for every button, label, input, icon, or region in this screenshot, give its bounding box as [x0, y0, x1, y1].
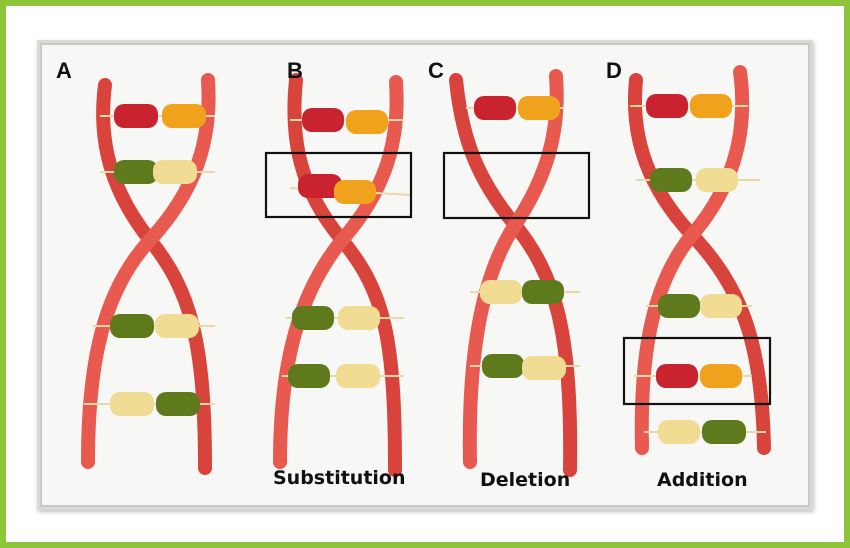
caption-addition: Addition: [657, 469, 748, 491]
caption-substitution: Substitution: [273, 467, 406, 489]
base-pair: [466, 96, 564, 120]
panel-letter-c: C: [428, 58, 444, 83]
base-pair: [100, 160, 215, 184]
panel-letter-d: D: [606, 58, 622, 83]
base-pair: [282, 364, 404, 388]
base-pair: [470, 280, 580, 304]
mutation-highlight-box: [442, 151, 591, 220]
panel-letter-b: B: [287, 58, 303, 83]
base-pair: [634, 364, 752, 388]
dna-model-a: [81, 73, 216, 475]
base-pair: [92, 314, 215, 338]
base-pair: [630, 94, 748, 118]
panel-letter-a: A: [56, 58, 72, 83]
base-pair: [290, 108, 404, 134]
dna-model-b: [264, 73, 413, 477]
base-pair: [289, 174, 411, 204]
base-pair: [644, 420, 766, 444]
dna-model-d: [622, 65, 772, 455]
base-pair: [646, 294, 752, 318]
dna-model-c: [442, 69, 591, 477]
caption-deletion: Deletion: [480, 469, 571, 491]
mutation-highlight-box: [264, 151, 413, 219]
base-pair: [286, 306, 404, 330]
base-pair: [84, 392, 215, 416]
base-pair: [636, 168, 760, 192]
base-pair: [470, 354, 580, 380]
mutation-highlight-box: [622, 336, 772, 406]
base-pair: [100, 104, 215, 128]
